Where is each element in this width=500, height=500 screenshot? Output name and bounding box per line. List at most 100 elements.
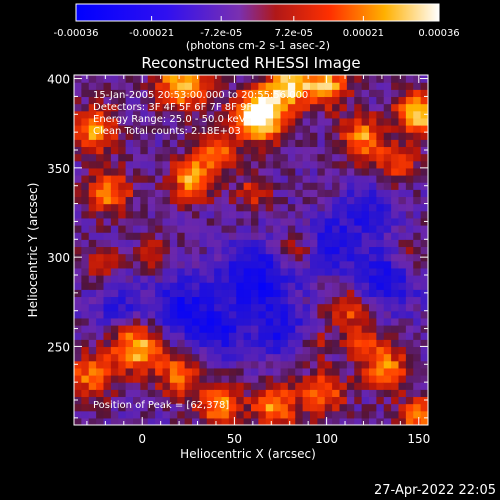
heatmap-cell bbox=[251, 310, 259, 319]
heatmap-cell bbox=[243, 82, 252, 90]
heatmap-cell bbox=[162, 346, 171, 355]
heatmap-cell bbox=[369, 117, 377, 126]
heatmap-cell bbox=[251, 267, 259, 276]
heatmap-cell bbox=[192, 139, 200, 148]
heatmap-cell bbox=[420, 189, 428, 198]
heatmap-cell bbox=[118, 360, 127, 369]
heatmap-cell bbox=[184, 317, 193, 326]
heatmap-cell bbox=[96, 175, 105, 183]
heatmap-cell bbox=[413, 239, 422, 248]
heatmap-cell bbox=[88, 332, 97, 340]
heatmap-cell bbox=[81, 117, 90, 126]
heatmap-cell bbox=[110, 410, 119, 419]
heatmap-cell bbox=[302, 153, 311, 162]
heatmap-cell bbox=[413, 110, 422, 119]
heatmap-cell bbox=[88, 275, 97, 283]
heatmap-cell bbox=[280, 317, 289, 326]
heatmap-cell bbox=[162, 339, 171, 348]
heatmap-cell bbox=[413, 303, 422, 312]
heatmap-cell bbox=[265, 239, 274, 248]
heatmap-cell bbox=[192, 403, 200, 412]
heatmap-cell bbox=[361, 117, 370, 126]
heatmap-cell bbox=[376, 96, 385, 105]
heatmap-cell bbox=[332, 75, 341, 83]
heatmap-cell bbox=[295, 275, 304, 283]
heatmap-cell bbox=[133, 239, 141, 248]
heatmap-cell bbox=[118, 153, 127, 162]
heatmap-cell bbox=[310, 89, 318, 98]
heatmap-cell bbox=[103, 260, 112, 269]
heatmap-cell bbox=[125, 160, 134, 169]
heatmap-cell bbox=[243, 246, 252, 255]
heatmap-cell bbox=[405, 289, 414, 298]
heatmap-cell bbox=[332, 317, 341, 326]
heatmap-cell bbox=[317, 267, 326, 276]
heatmap-cell bbox=[199, 410, 208, 419]
heatmap-cell bbox=[221, 317, 230, 326]
heatmap-cell bbox=[391, 217, 400, 226]
heatmap-cell bbox=[236, 175, 245, 183]
heatmap-cell bbox=[118, 410, 127, 419]
heatmap-cell bbox=[243, 410, 252, 419]
heatmap-cell bbox=[346, 175, 355, 183]
heatmap-cell bbox=[228, 339, 237, 348]
heatmap-cell bbox=[155, 210, 164, 219]
heatmap-cell bbox=[339, 246, 348, 255]
heatmap-cell bbox=[162, 325, 171, 333]
heatmap-cell bbox=[214, 75, 223, 83]
heatmap-cell bbox=[324, 310, 333, 319]
heatmap-cell bbox=[413, 82, 422, 90]
heatmap-cell bbox=[280, 346, 289, 355]
heatmap-cell bbox=[243, 146, 252, 155]
heatmap-cell bbox=[295, 75, 304, 83]
heatmap-cell bbox=[376, 189, 385, 198]
heatmap-cell bbox=[251, 125, 259, 133]
heatmap-cell bbox=[295, 403, 304, 412]
heatmap-cell bbox=[420, 282, 428, 290]
heatmap-cell bbox=[361, 160, 370, 169]
heatmap-cell bbox=[324, 239, 333, 248]
heatmap-cell bbox=[147, 325, 156, 333]
heatmap-cell bbox=[192, 175, 200, 183]
heatmap-cell bbox=[177, 382, 186, 390]
heatmap-cell bbox=[162, 110, 171, 119]
heatmap-cell bbox=[184, 346, 193, 355]
heatmap-cell bbox=[206, 125, 215, 133]
heatmap-cell bbox=[169, 117, 178, 126]
heatmap-cell bbox=[236, 82, 245, 90]
heatmap-cell bbox=[339, 167, 348, 176]
heatmap-cell bbox=[140, 153, 149, 162]
heatmap-cell bbox=[88, 232, 97, 240]
heatmap-cell bbox=[199, 132, 208, 140]
heatmap-cell bbox=[280, 75, 289, 83]
heatmap-cell bbox=[413, 360, 422, 369]
heatmap-cell bbox=[376, 403, 385, 412]
heatmap-cell bbox=[332, 125, 341, 133]
heatmap-cell bbox=[96, 196, 105, 205]
heatmap-cell bbox=[140, 210, 149, 219]
heatmap-cell bbox=[346, 346, 355, 355]
heatmap-cell bbox=[199, 167, 208, 176]
heatmap-cell bbox=[413, 225, 422, 233]
heatmap-cell bbox=[243, 96, 252, 105]
heatmap-cell bbox=[155, 239, 164, 248]
heatmap-cell bbox=[391, 375, 400, 383]
heatmap-cell bbox=[258, 239, 267, 248]
heatmap-cell bbox=[125, 175, 134, 183]
heatmap-cell bbox=[361, 217, 370, 226]
heatmap-cell bbox=[332, 110, 341, 119]
heatmap-cell bbox=[103, 310, 112, 319]
heatmap-cell bbox=[206, 367, 215, 376]
heatmap-cell bbox=[162, 260, 171, 269]
heatmap-cell bbox=[413, 296, 422, 305]
heatmap-cell bbox=[206, 75, 215, 83]
heatmap-cell bbox=[310, 296, 318, 305]
heatmap-cell bbox=[118, 167, 127, 176]
heatmap-cell bbox=[251, 139, 259, 148]
heatmap-cell bbox=[169, 103, 178, 112]
heatmap-cell bbox=[133, 389, 141, 398]
heatmap-cell bbox=[310, 103, 318, 112]
heatmap-cell bbox=[332, 182, 341, 190]
heatmap-cell bbox=[206, 239, 215, 248]
heatmap-cell bbox=[169, 75, 178, 83]
